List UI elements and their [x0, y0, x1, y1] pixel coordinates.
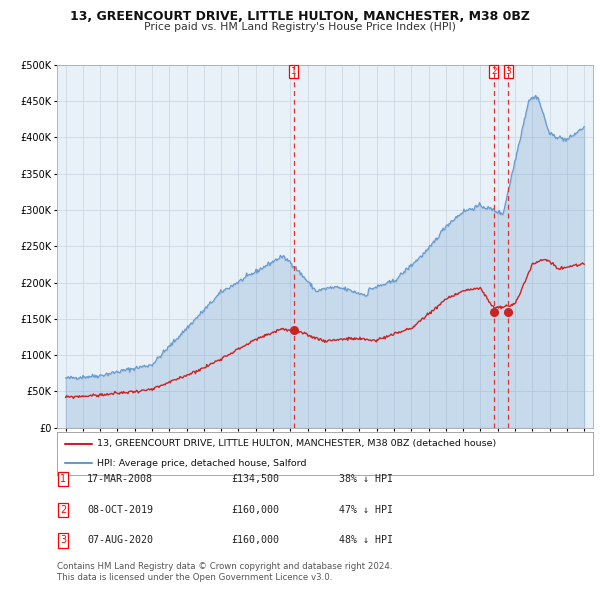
Text: 07-AUG-2020: 07-AUG-2020: [87, 536, 153, 545]
Text: 13, GREENCOURT DRIVE, LITTLE HULTON, MANCHESTER, M38 0BZ: 13, GREENCOURT DRIVE, LITTLE HULTON, MAN…: [70, 10, 530, 23]
Text: 2: 2: [491, 67, 497, 76]
Text: 48% ↓ HPI: 48% ↓ HPI: [339, 536, 393, 545]
Text: 47% ↓ HPI: 47% ↓ HPI: [339, 505, 393, 514]
Text: Price paid vs. HM Land Registry's House Price Index (HPI): Price paid vs. HM Land Registry's House …: [144, 22, 456, 32]
Text: Contains HM Land Registry data © Crown copyright and database right 2024.: Contains HM Land Registry data © Crown c…: [57, 562, 392, 571]
Text: £160,000: £160,000: [231, 536, 279, 545]
Text: £134,500: £134,500: [231, 474, 279, 484]
Text: This data is licensed under the Open Government Licence v3.0.: This data is licensed under the Open Gov…: [57, 573, 332, 582]
Text: 13, GREENCOURT DRIVE, LITTLE HULTON, MANCHESTER, M38 0BZ (detached house): 13, GREENCOURT DRIVE, LITTLE HULTON, MAN…: [97, 440, 496, 448]
Text: 2: 2: [60, 505, 66, 514]
Text: 1: 1: [291, 67, 297, 76]
Text: HPI: Average price, detached house, Salford: HPI: Average price, detached house, Salf…: [97, 459, 307, 468]
Text: 17-MAR-2008: 17-MAR-2008: [87, 474, 153, 484]
Text: 1: 1: [60, 474, 66, 484]
Text: 3: 3: [505, 67, 511, 76]
Text: 38% ↓ HPI: 38% ↓ HPI: [339, 474, 393, 484]
Text: 08-OCT-2019: 08-OCT-2019: [87, 505, 153, 514]
Text: £160,000: £160,000: [231, 505, 279, 514]
Text: 3: 3: [60, 536, 66, 545]
